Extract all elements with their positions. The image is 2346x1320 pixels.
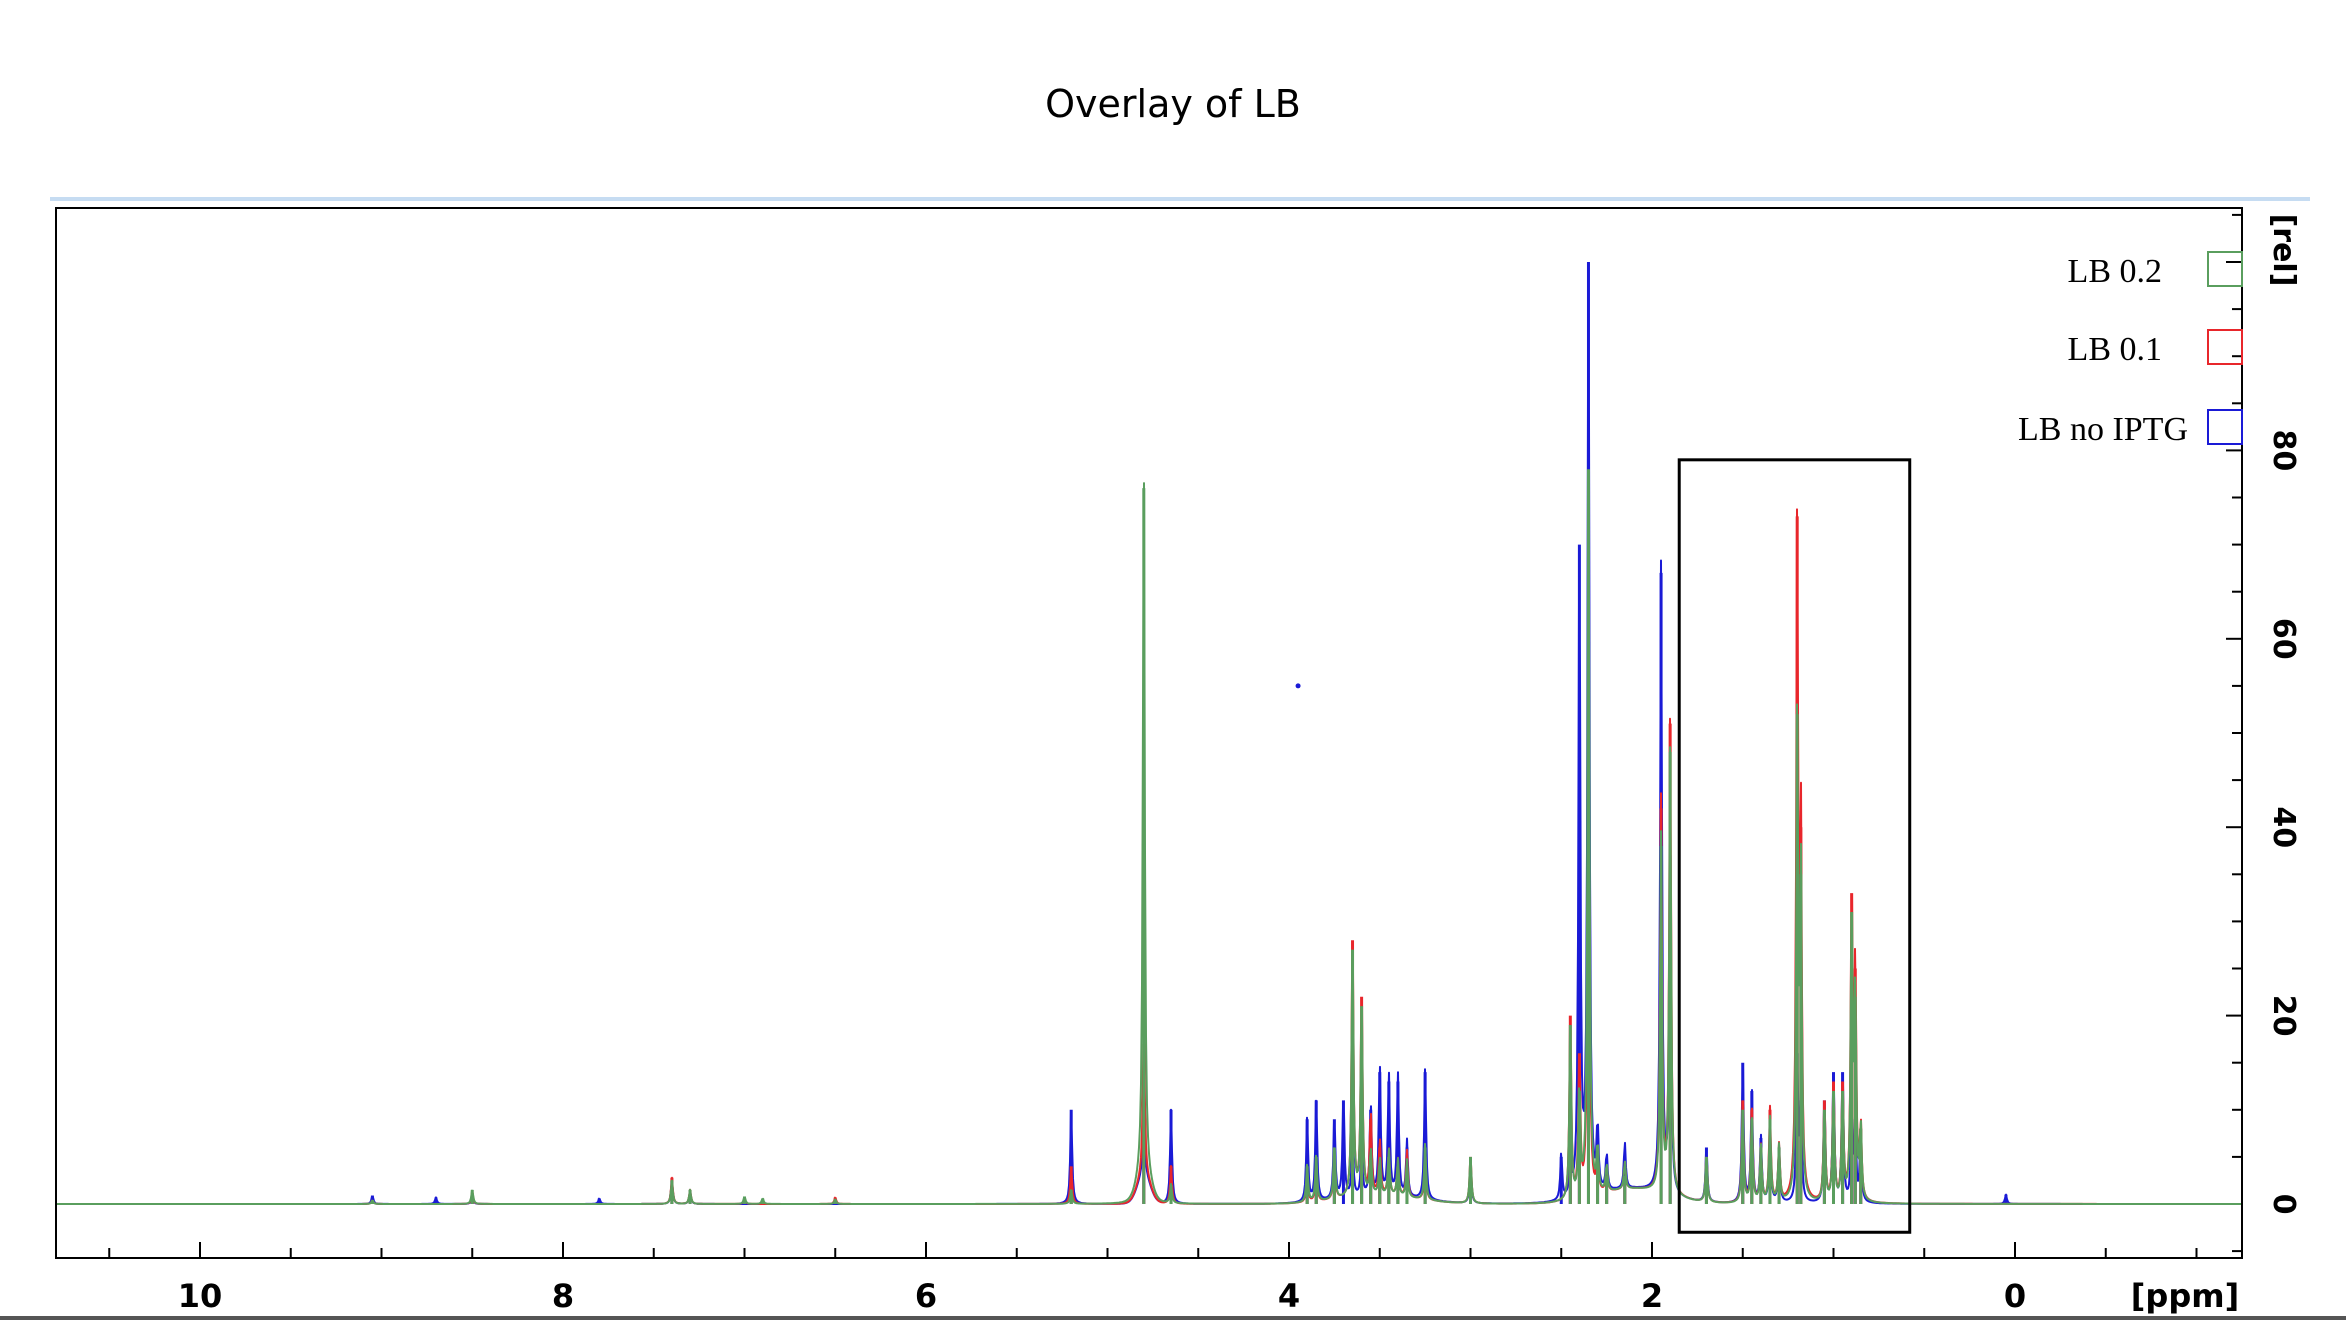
legend-label: LB no IPTG <box>2018 411 2188 448</box>
top-divider <box>50 197 2310 201</box>
legend-label: LB 0.1 <box>2068 331 2162 368</box>
y-tick-label: 80 <box>2266 430 2301 472</box>
chart-title: Overlay of LB <box>1045 82 1301 126</box>
highlight-box <box>1677 458 1912 1234</box>
series-line <box>57 394 2241 1205</box>
x-tick-label: 8 <box>552 1277 574 1315</box>
series-line <box>57 482 2241 1205</box>
legend-swatch <box>2207 409 2243 445</box>
highlight-box-rect <box>1677 458 1912 1234</box>
x-axis: 10 8 6 4 2 0 [ppm] <box>108 1242 2239 1315</box>
x-tick-label: 4 <box>1278 1277 1300 1315</box>
y-tick-label: 0 <box>2266 1194 2301 1215</box>
x-tick-label: 0 <box>2004 1277 2026 1315</box>
stray-point <box>1295 683 1301 689</box>
legend-label: LB 0.2 <box>2068 253 2162 290</box>
x-axis-label: [ppm] <box>2131 1277 2239 1315</box>
y-axis-label: [rel] <box>2266 214 2301 287</box>
legend-swatch <box>2207 329 2243 365</box>
y-tick-label: 40 <box>2266 806 2301 848</box>
plot-frame <box>55 207 2243 1259</box>
y-tick-label: 60 <box>2266 618 2301 660</box>
legend-swatch <box>2207 251 2243 287</box>
y-axis: 0 20 40 60 80 [rel] <box>2226 214 2301 1253</box>
bottom-border <box>0 1316 2346 1320</box>
x-tick-label: 10 <box>178 1277 223 1315</box>
x-tick-label: 2 <box>1641 1277 1663 1315</box>
x-tick-label: 6 <box>915 1277 937 1315</box>
legend: LB 0.2 LB 0.1 LB no IPTG <box>2018 251 2243 448</box>
series-line <box>57 508 2241 1205</box>
y-tick-label: 20 <box>2266 995 2301 1037</box>
spectra <box>57 262 2241 1205</box>
